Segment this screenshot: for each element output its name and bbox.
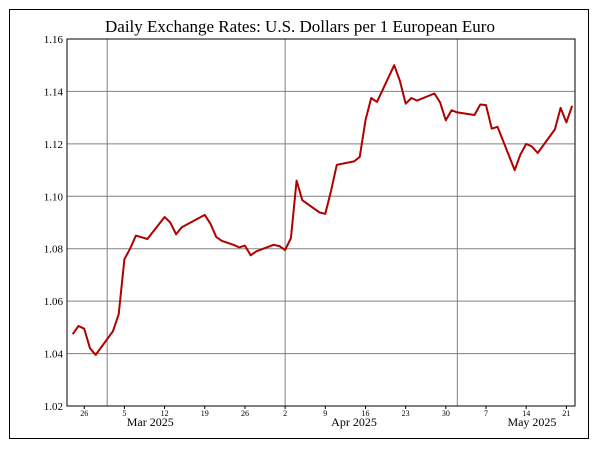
y-tick-label: 1.04: [44, 349, 64, 361]
x-day-label: 26: [80, 409, 88, 418]
y-tick-label: 1.06: [44, 296, 64, 308]
y-tick-label: 1.12: [44, 139, 63, 151]
y-tick-label: 1.16: [44, 34, 64, 46]
x-axis: 26 5 12 19 26 2 9 16 23 30 7 14 21 Mar 2025 Apr 2025 Ma…: [80, 406, 570, 429]
plot-area: [66, 38, 576, 407]
y-axis: 1.02 1.04 1.06 1.08 1.10 1.12 1.14 1.16: [44, 34, 64, 413]
x-day-label: 21: [562, 409, 570, 418]
x-day-label: 19: [201, 409, 209, 418]
chart-title: Daily Exchange Rates: U.S. Dollars per 1…: [105, 17, 495, 36]
x-day-label: 5: [122, 409, 126, 418]
series-line-usd-per-eur: [71, 64, 574, 356]
y-tick-label: 1.08: [44, 244, 64, 256]
grid: [67, 39, 575, 406]
x-day-label: 9: [323, 409, 327, 418]
x-day-label: 16: [361, 409, 369, 418]
x-month-label: Mar 2025: [127, 415, 174, 429]
chart-frame: [9, 9, 589, 439]
x-day-label: 12: [161, 409, 169, 418]
x-day-label: 14: [522, 409, 530, 418]
x-month-label: Apr 2025: [331, 415, 377, 429]
x-day-label: 2: [283, 409, 287, 418]
x-day-label: 23: [402, 409, 410, 418]
x-day-label: 7: [484, 409, 488, 418]
x-month-label: May 2025: [507, 415, 556, 429]
y-tick-label: 1.14: [44, 86, 64, 98]
series-group: [71, 64, 574, 356]
x-day-label: 30: [442, 409, 450, 418]
y-tick-label: 1.02: [44, 401, 63, 413]
x-day-label: 26: [241, 409, 249, 418]
y-tick-label: 1.10: [44, 191, 64, 203]
